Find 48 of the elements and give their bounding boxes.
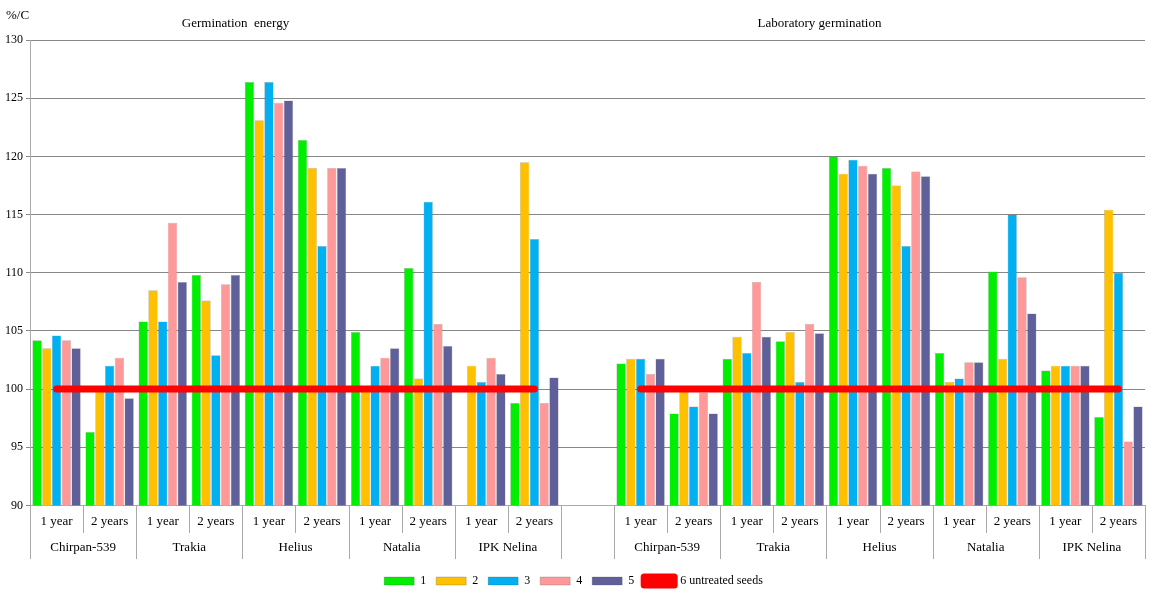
- text: Trakia: [756, 538, 791, 554]
- y-axis-title: %/C: [6, 7, 30, 23]
- x-tick-label: 2 years: [91, 512, 129, 528]
- x-tick-label: 2 years: [1099, 512, 1138, 528]
- text: Trakia: [172, 538, 207, 554]
- text: Laboratory germination: [757, 15, 882, 31]
- x-tick-label: 1 year: [465, 512, 499, 528]
- text: Chirpan-539: [50, 538, 116, 554]
- text: Chirpan-539: [634, 538, 700, 554]
- x-tick-label: 1 year: [1049, 512, 1083, 528]
- x-tick-label: 2 years: [993, 512, 1031, 528]
- y-tick-label: 105: [5, 323, 23, 338]
- x-tick-label: 1 year: [836, 512, 870, 528]
- x-tick-label: 1 year: [146, 512, 180, 528]
- x-tick-label: 1 year: [943, 512, 976, 528]
- text: Natalia: [966, 538, 1005, 554]
- text: IPK Nelina: [1062, 538, 1122, 554]
- y-tick-label: 100: [5, 381, 23, 396]
- y-tick-label: 95: [11, 439, 23, 454]
- text: IPK Nelina: [478, 538, 538, 554]
- legend-label: 4: [576, 573, 583, 588]
- x-tick-label: 1 year: [359, 512, 392, 528]
- legend-label: 6 untreated seeds: [680, 573, 764, 588]
- x-tick-label: 2 years: [887, 512, 925, 528]
- y-tick-label: 115: [5, 206, 23, 221]
- x-tick-label: 1 year: [730, 512, 764, 528]
- x-tick-label: 2 years: [303, 512, 341, 528]
- x-tick-label: 1 year: [40, 512, 74, 528]
- y-tick-label: 90: [11, 497, 23, 512]
- legend-label: 2: [472, 573, 479, 588]
- x-tick-label: 2 years: [675, 512, 713, 528]
- legend-label: 5: [628, 573, 635, 588]
- y-tick-label: 110: [5, 264, 23, 279]
- y-tick-label: 120: [5, 148, 23, 163]
- x-tick-label: 2 years: [197, 512, 235, 528]
- text: Helius: [278, 538, 313, 554]
- text: Helius: [862, 538, 897, 554]
- text: Germination energy: [181, 15, 290, 31]
- x-tick-label: 2 years: [515, 512, 553, 528]
- legend-label: 3: [524, 573, 531, 588]
- y-tick-label: 130: [5, 32, 23, 47]
- legend-label: 1: [420, 573, 427, 588]
- y-tick-label: 125: [5, 90, 23, 105]
- x-tick-label: 1 year: [624, 512, 658, 528]
- x-tick-label: 1 year: [252, 512, 286, 528]
- x-tick-label: 2 years: [409, 512, 447, 528]
- text: Natalia: [382, 538, 421, 554]
- x-tick-label: 2 years: [781, 512, 819, 528]
